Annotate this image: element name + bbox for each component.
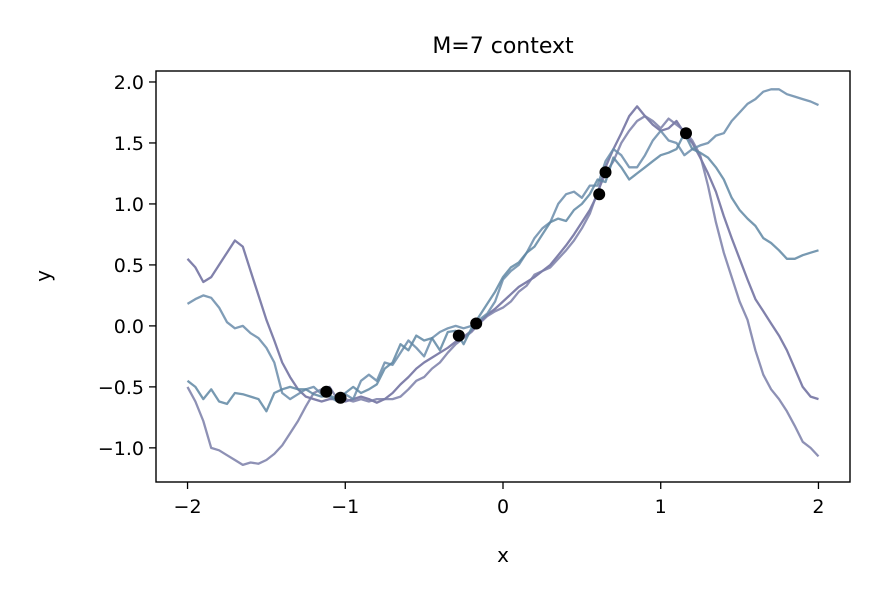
context-point [599,166,612,179]
y-tick-label: 0.0 [114,316,144,338]
series-line-2 [186,114,820,467]
y-axis-label: y [31,270,55,282]
x-tick-label: 1 [655,496,667,518]
context-point [334,391,347,404]
context-point [452,329,465,342]
context-point [320,385,333,398]
x-axis: −2 −1 0 1 2 [174,482,825,518]
x-axis-label: x [497,543,509,567]
series-line-1 [186,105,819,404]
context-point [593,188,606,201]
x-tick-label: 0 [497,496,509,518]
y-tick-label: 2.0 [114,72,144,94]
y-tick-label: 1.5 [114,133,144,155]
y-axis: −1.0 −0.5 0.0 0.5 1.0 1.5 2.0 [98,72,156,460]
series-layer [186,88,820,467]
context-point [470,317,483,330]
y-tick-label: −1.0 [98,438,144,460]
x-tick-label: −2 [174,496,202,518]
x-tick-label: 2 [812,496,824,518]
context-point [680,127,692,140]
context-points-layer [320,127,692,404]
y-tick-label: 0.5 [114,255,144,277]
y-tick-label: −0.5 [98,377,144,399]
x-tick-label: −1 [331,496,359,518]
series-line-4 [186,132,819,413]
y-tick-label: 1.0 [114,194,144,216]
chart-title: M=7 context [432,34,574,59]
